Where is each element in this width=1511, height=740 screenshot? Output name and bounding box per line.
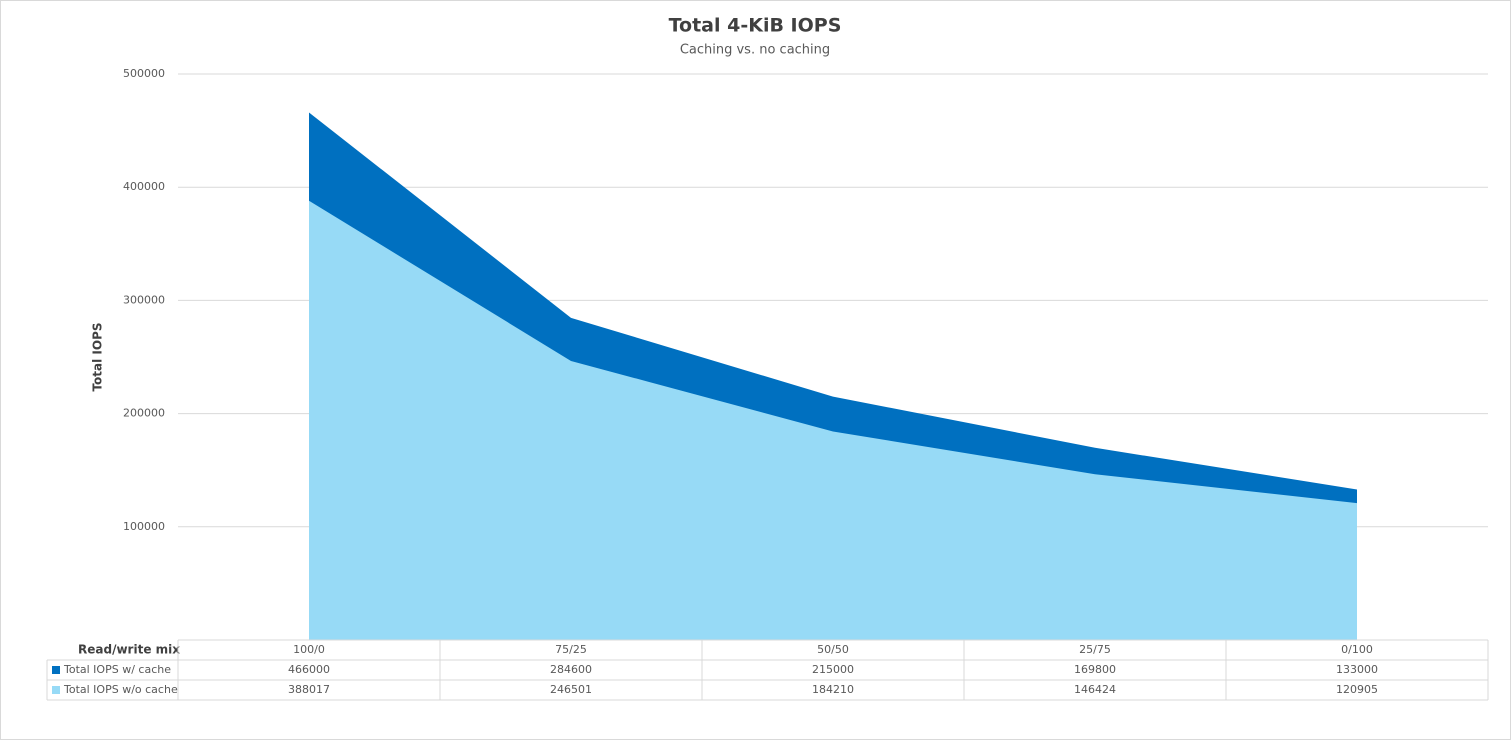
table-value: 133000 — [1336, 663, 1378, 676]
table-value: 388017 — [288, 683, 330, 696]
chart-title: Total 4-KiB IOPS — [669, 15, 842, 37]
y-tick-label: 300000 — [123, 293, 165, 306]
x-tick-label: 25/75 — [1079, 643, 1111, 656]
chart-subtitle: Caching vs. no caching — [680, 43, 830, 58]
y-axis-label: Total IOPS — [91, 322, 105, 391]
x-tick-label: 75/25 — [555, 643, 587, 656]
table-value: 146424 — [1074, 683, 1116, 696]
x-tick-label: 50/50 — [817, 643, 849, 656]
x-axis-label: Read/write mix — [78, 643, 180, 657]
y-tick-label: 200000 — [123, 407, 165, 420]
legend-swatch — [52, 686, 60, 694]
table-value: 284600 — [550, 663, 592, 676]
x-tick-label: 100/0 — [293, 643, 325, 656]
y-tick-label: 500000 — [123, 67, 165, 80]
legend-label: Total IOPS w/o cache — [63, 683, 178, 696]
table-value: 466000 — [288, 663, 330, 676]
legend-label: Total IOPS w/ cache — [63, 663, 171, 676]
table-value: 169800 — [1074, 663, 1116, 676]
legend-swatch — [52, 666, 60, 674]
table-value: 184210 — [812, 683, 854, 696]
table-value: 215000 — [812, 663, 854, 676]
table-value: 246501 — [550, 683, 592, 696]
area — [309, 200, 1357, 640]
y-tick-label: 400000 — [123, 180, 165, 193]
y-tick-label: 100000 — [123, 520, 165, 533]
x-tick-label: 0/100 — [1341, 643, 1373, 656]
table-value: 120905 — [1336, 683, 1378, 696]
